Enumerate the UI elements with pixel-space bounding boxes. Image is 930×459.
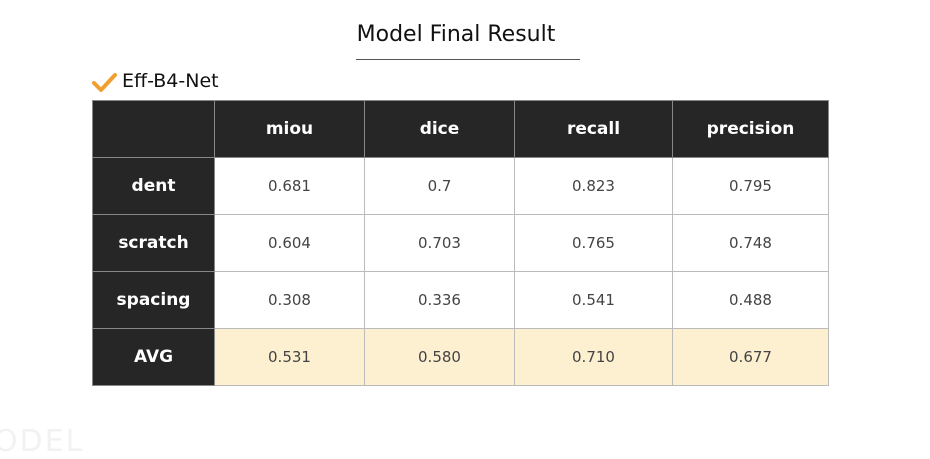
value-cell: 0.710 (514, 328, 673, 386)
value-cell: 0.677 (672, 328, 829, 386)
column-header: miou (214, 100, 365, 158)
table-row: AVG 0.531 0.580 0.710 0.677 (92, 328, 829, 386)
table-row: scratch 0.604 0.703 0.765 0.748 (92, 214, 829, 272)
value-cell: 0.748 (672, 214, 829, 272)
column-header: precision (672, 100, 829, 158)
row-header: scratch (92, 214, 215, 272)
value-cell: 0.531 (214, 328, 365, 386)
value-cell: 0.703 (364, 214, 515, 272)
table-row: spacing 0.308 0.336 0.541 0.488 (92, 271, 829, 329)
corner-cell (92, 100, 215, 158)
value-cell: 0.681 (214, 157, 365, 215)
row-header: spacing (92, 271, 215, 329)
value-cell: 0.795 (672, 157, 829, 215)
column-header: dice (364, 100, 515, 158)
title: Model Final Result (356, 22, 556, 47)
watermark: ODEL (0, 424, 85, 459)
value-cell: 0.7 (364, 157, 515, 215)
title-underline (356, 59, 580, 60)
value-cell: 0.541 (514, 271, 673, 329)
check-icon (92, 73, 117, 92)
page: Model Final Result Eff-B4-Net miou dice re… (0, 22, 829, 459)
value-cell: 0.336 (364, 271, 515, 329)
header-row: miou dice recall precision (92, 100, 829, 158)
table-row: dent 0.681 0.7 0.823 0.795 (92, 157, 829, 215)
column-header: recall (514, 100, 673, 158)
value-cell: 0.604 (214, 214, 365, 272)
value-cell: 0.580 (364, 328, 515, 386)
value-cell: 0.308 (214, 271, 365, 329)
value-cell: 0.823 (514, 157, 673, 215)
row-header: dent (92, 157, 215, 215)
value-cell: 0.765 (514, 214, 673, 272)
row-header: AVG (92, 328, 215, 386)
value-cell: 0.488 (672, 271, 829, 329)
section-label: Eff-B4-Net (122, 70, 219, 92)
results-table: miou dice recall precision dent 0.681 0.7 0.82… (92, 100, 829, 386)
